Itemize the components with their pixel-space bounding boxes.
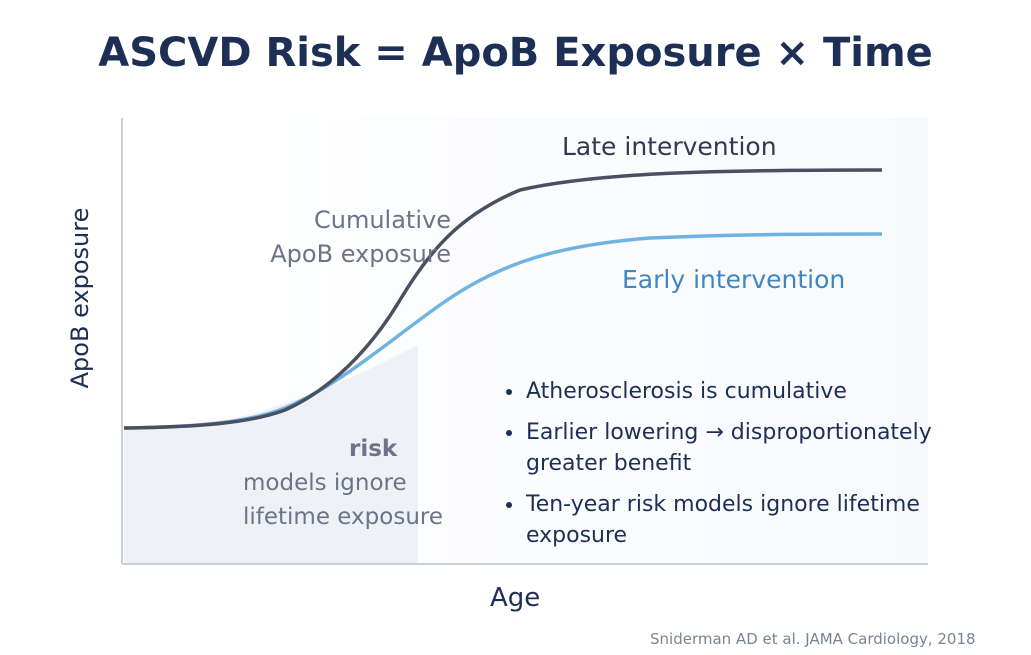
bullet-item: Earlier lowering → disproportionately gr… [506, 417, 946, 479]
citation: Sniderman AD et al. JAMA Cardiology, 201… [650, 630, 976, 648]
shaded-risk-window [124, 345, 418, 564]
risk-line-2: models ignore [243, 470, 407, 496]
key-points-list: Atherosclerosis is cumulative Earlier lo… [506, 376, 946, 561]
early-intervention-label: Early intervention [622, 265, 846, 294]
slide-title: ASCVD Risk = ApoB Exposure × Time [98, 30, 933, 76]
x-axis-label: Age [490, 583, 541, 613]
bullet-item: Ten-year risk models ignore lifetime exp… [506, 489, 946, 551]
y-axis-label: ApoB exposure [66, 207, 94, 389]
risk-line-3: lifetime exposure [243, 504, 443, 530]
risk-models-annotation: risk models ignore lifetime exposure [243, 432, 443, 534]
late-intervention-curve [123, 168, 883, 430]
cumulative-line-1: Cumulative [314, 206, 451, 234]
cumulative-exposure-annotation: Cumulative ApoB exposure [248, 203, 451, 271]
risk-line-1: risk [349, 436, 398, 462]
bullet-item: Atherosclerosis is cumulative [506, 376, 946, 407]
late-intervention-label: Late intervention [562, 132, 777, 161]
cumulative-line-2: ApoB exposure [270, 240, 451, 268]
